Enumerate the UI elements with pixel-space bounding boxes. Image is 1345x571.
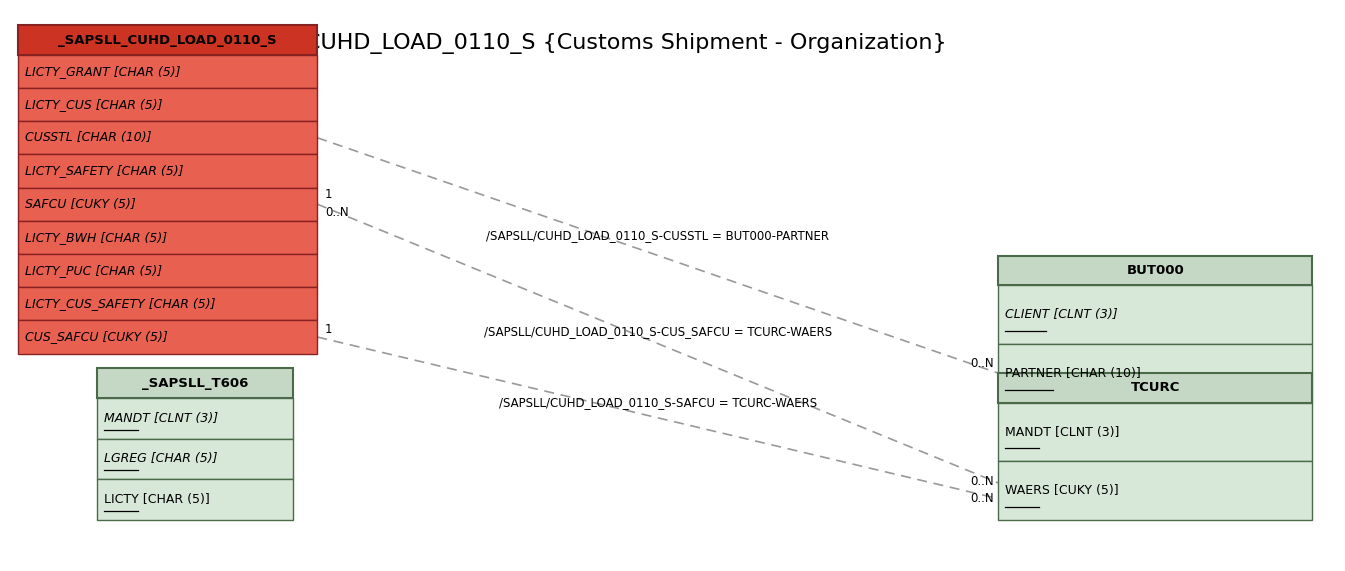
Text: MANDT [CLNT (3)]: MANDT [CLNT (3)] xyxy=(1005,425,1119,439)
Text: /SAPSLL/CUHD_LOAD_0110_S-CUS_SAFCU = TCURC-WAERS: /SAPSLL/CUHD_LOAD_0110_S-CUS_SAFCU = TCU… xyxy=(484,325,831,337)
Text: 0..N: 0..N xyxy=(970,357,994,370)
Text: PARTNER [CHAR (10)]: PARTNER [CHAR (10)] xyxy=(1005,367,1141,380)
Bar xyxy=(998,256,1311,285)
Text: MANDT [CLNT (3)]: MANDT [CLNT (3)] xyxy=(104,412,218,425)
Text: /SAPSLL/CUHD_LOAD_0110_S-SAFCU = TCURC-WAERS: /SAPSLL/CUHD_LOAD_0110_S-SAFCU = TCURC-W… xyxy=(499,396,816,409)
Text: /SAPSLL/CUHD_LOAD_0110_S-CUSSTL = BUT000-PARTNER: /SAPSLL/CUHD_LOAD_0110_S-CUSSTL = BUT000… xyxy=(487,229,830,242)
Text: 1: 1 xyxy=(325,188,332,201)
Text: CLIENT [CLNT (3)]: CLIENT [CLNT (3)] xyxy=(1005,308,1118,321)
Text: _SAPSLL_T606: _SAPSLL_T606 xyxy=(141,376,247,389)
Bar xyxy=(998,285,1311,344)
Text: LICTY_BWH [CHAR (5)]: LICTY_BWH [CHAR (5)] xyxy=(26,231,167,244)
Bar xyxy=(998,461,1311,520)
Text: 1: 1 xyxy=(325,323,332,336)
Text: SAP ABAP table /SAPSLL/CUHD_LOAD_0110_S {Customs Shipment - Organization}: SAP ABAP table /SAPSLL/CUHD_LOAD_0110_S … xyxy=(28,33,947,54)
Bar xyxy=(19,55,317,88)
Bar xyxy=(19,320,317,353)
Bar xyxy=(19,88,317,121)
Text: LGREG [CHAR (5)]: LGREG [CHAR (5)] xyxy=(104,452,217,465)
Bar xyxy=(19,254,317,287)
Text: 0..N: 0..N xyxy=(970,475,994,488)
Bar xyxy=(998,403,1311,461)
Bar xyxy=(19,121,317,154)
Bar xyxy=(19,187,317,221)
Bar xyxy=(97,439,293,480)
Text: 0..N: 0..N xyxy=(325,206,348,219)
Text: SAFCU [CUKY (5)]: SAFCU [CUKY (5)] xyxy=(26,198,136,211)
Bar xyxy=(97,398,293,439)
Bar xyxy=(19,154,317,187)
Text: TCURC: TCURC xyxy=(1130,381,1180,395)
Text: BUT000: BUT000 xyxy=(1126,264,1184,277)
Text: CUSSTL [CHAR (10)]: CUSSTL [CHAR (10)] xyxy=(26,131,152,144)
Text: LICTY_SAFETY [CHAR (5)]: LICTY_SAFETY [CHAR (5)] xyxy=(26,164,184,178)
Bar xyxy=(97,480,293,520)
Text: WAERS [CUKY (5)]: WAERS [CUKY (5)] xyxy=(1005,484,1119,497)
Text: LICTY_CUS_SAFETY [CHAR (5)]: LICTY_CUS_SAFETY [CHAR (5)] xyxy=(26,297,215,310)
Text: _SAPSLL_CUHD_LOAD_0110_S: _SAPSLL_CUHD_LOAD_0110_S xyxy=(58,34,277,46)
Bar xyxy=(19,25,317,55)
Bar xyxy=(97,368,293,398)
Text: LICTY_CUS [CHAR (5)]: LICTY_CUS [CHAR (5)] xyxy=(26,98,163,111)
Text: LICTY [CHAR (5)]: LICTY [CHAR (5)] xyxy=(104,493,210,506)
Text: 0..N: 0..N xyxy=(970,492,994,505)
Text: LICTY_PUC [CHAR (5)]: LICTY_PUC [CHAR (5)] xyxy=(26,264,163,277)
Bar xyxy=(998,344,1311,403)
Bar xyxy=(19,221,317,254)
Text: LICTY_GRANT [CHAR (5)]: LICTY_GRANT [CHAR (5)] xyxy=(26,65,180,78)
Bar xyxy=(998,373,1311,403)
Bar xyxy=(19,287,317,320)
Text: CUS_SAFCU [CUKY (5)]: CUS_SAFCU [CUKY (5)] xyxy=(26,331,168,344)
